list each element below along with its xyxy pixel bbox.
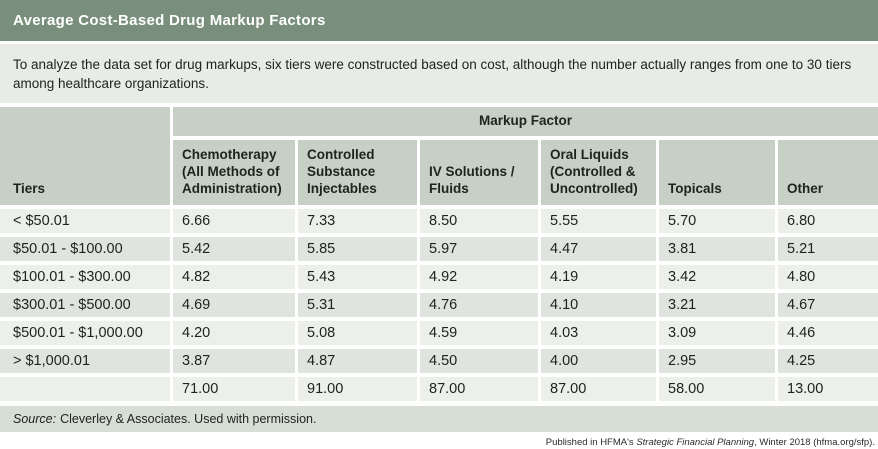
source-label: Source:	[13, 412, 57, 426]
col-header-oral-liquids: Oral Liquids (Controlled & Uncontrolled)	[541, 140, 656, 205]
value-cell: 87.00	[541, 377, 656, 401]
value-cell: 4.50	[420, 349, 538, 373]
table-row: $50.01 - $100.00 5.42 5.85 5.97 4.47 3.81 5.21	[0, 237, 878, 261]
value-cell: 4.20	[173, 321, 295, 345]
col-header-iv-solutions-fluids: IV Solutions / Fluids	[420, 140, 538, 205]
value-cell: 4.87	[298, 349, 417, 373]
tier-label: $300.01 - $500.00	[0, 293, 170, 317]
tier-label: $50.01 - $100.00	[0, 237, 170, 261]
value-cell: 4.67	[778, 293, 878, 317]
tier-label: $100.01 - $300.00	[0, 265, 170, 289]
publication-credit-prefix: Published in HFMA's	[545, 437, 637, 448]
col-header-topicals: Topicals	[659, 140, 775, 205]
value-cell: 4.59	[420, 321, 538, 345]
value-cell: 5.43	[298, 265, 417, 289]
col-header-other: Other	[778, 140, 878, 205]
figure-title-bar: Average Cost-Based Drug Markup Factors	[0, 0, 878, 41]
table-body: < $50.01 6.66 7.33 8.50 5.55 5.70 6.80 $50.01 -…	[0, 209, 878, 401]
value-cell: 3.21	[659, 293, 775, 317]
markup-factor-table: Tiers Markup Factor Chemotherapy (All Me…	[0, 103, 878, 405]
value-cell: 2.95	[659, 349, 775, 373]
value-cell: 4.19	[541, 265, 656, 289]
value-cell: 4.47	[541, 237, 656, 261]
value-cell: 4.25	[778, 349, 878, 373]
value-cell: 8.50	[420, 209, 538, 233]
publication-credit-suffix: , Winter 2018 (hfma.org/sfp).	[754, 437, 875, 448]
source-bar: Source: Cleverley & Associates. Used wit…	[0, 406, 878, 432]
publication-credit: Published in HFMA's Strategic Financial …	[0, 437, 878, 448]
value-cell: 5.97	[420, 237, 538, 261]
value-cell: 4.46	[778, 321, 878, 345]
value-cell: 4.82	[173, 265, 295, 289]
value-cell: 5.42	[173, 237, 295, 261]
value-cell: 4.03	[541, 321, 656, 345]
value-cell: 5.70	[659, 209, 775, 233]
table-row: > $1,000.01 3.87 4.87 4.50 4.00 2.95 4.25	[0, 349, 878, 373]
value-cell: 13.00	[778, 377, 878, 401]
value-cell: 91.00	[298, 377, 417, 401]
value-cell: 5.31	[298, 293, 417, 317]
tier-label: < $50.01	[0, 209, 170, 233]
value-cell: 3.42	[659, 265, 775, 289]
value-cell: 58.00	[659, 377, 775, 401]
value-cell: 4.69	[173, 293, 295, 317]
tier-label	[0, 377, 170, 401]
value-cell: 3.09	[659, 321, 775, 345]
table-row: $500.01 - $1,000.00 4.20 5.08 4.59 4.03 3.09 4…	[0, 321, 878, 345]
table-row: $300.01 - $500.00 4.69 5.31 4.76 4.10 3.21 4.6…	[0, 293, 878, 317]
table-row: < $50.01 6.66 7.33 8.50 5.55 5.70 6.80	[0, 209, 878, 233]
value-cell: 5.21	[778, 237, 878, 261]
tier-label: > $1,000.01	[0, 349, 170, 373]
value-cell: 3.87	[173, 349, 295, 373]
value-cell: 5.85	[298, 237, 417, 261]
value-cell: 3.81	[659, 237, 775, 261]
value-cell: 7.33	[298, 209, 417, 233]
value-cell: 4.80	[778, 265, 878, 289]
publication-name: Strategic Financial Planning	[636, 437, 755, 448]
value-cell: 5.55	[541, 209, 656, 233]
tier-label: $500.01 - $1,000.00	[0, 321, 170, 345]
value-cell: 5.08	[298, 321, 417, 345]
group-header-markup-factor: Markup Factor	[173, 107, 878, 136]
value-cell: 4.10	[541, 293, 656, 317]
col-header-chemotherapy: Chemotherapy (All Methods of Administrat…	[173, 140, 295, 205]
value-cell: 4.00	[541, 349, 656, 373]
col-header-tiers: Tiers	[0, 107, 170, 205]
table-row: 71.00 91.00 87.00 87.00 58.00 13.00	[0, 377, 878, 401]
value-cell: 6.66	[173, 209, 295, 233]
value-cell: 71.00	[173, 377, 295, 401]
value-cell: 87.00	[420, 377, 538, 401]
table-row: $100.01 - $300.00 4.82 5.43 4.92 4.19 3.42 4.8…	[0, 265, 878, 289]
value-cell: 4.92	[420, 265, 538, 289]
figure-title: Average Cost-Based Drug Markup Factors	[13, 12, 326, 29]
col-header-controlled-substance-injectables: Controlled Substance Injectables	[298, 140, 417, 205]
intro-text: To analyze the data set for drug markups…	[0, 44, 878, 103]
value-cell: 4.76	[420, 293, 538, 317]
source-text: Cleverley & Associates. Used with permis…	[60, 412, 317, 426]
value-cell: 6.80	[778, 209, 878, 233]
